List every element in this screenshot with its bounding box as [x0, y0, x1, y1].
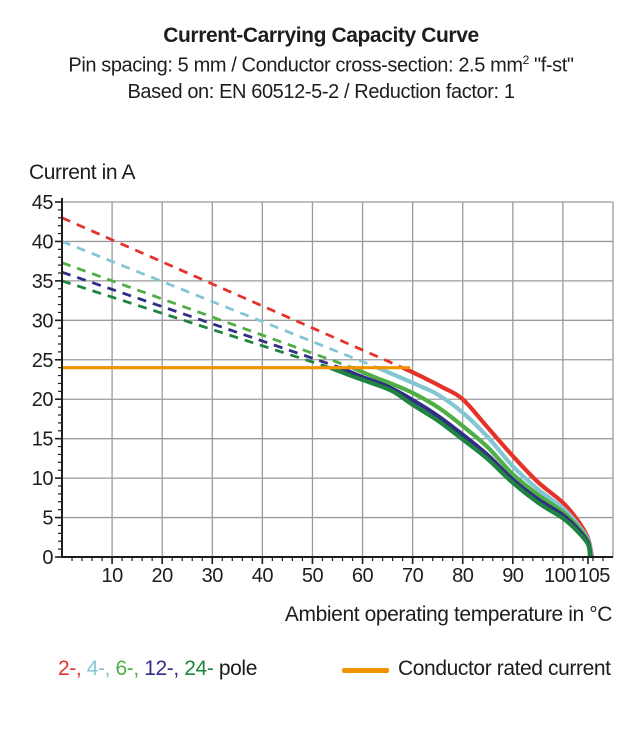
y-tick-label: 25	[32, 350, 54, 372]
axes	[61, 198, 613, 558]
subtitle-1-suffix: "f-st"	[528, 54, 574, 77]
dashed-curves	[61, 216, 404, 369]
tick-labels: 0 5 10 15 20 25 30 35 40 45 10 20 30 40 50 60 70 80 90 100 1…	[32, 192, 611, 587]
y-tick-label: 40	[32, 231, 54, 253]
y-tick-label: 20	[32, 389, 54, 411]
y-tick-label: 30	[32, 310, 54, 332]
y-tick-label: 0	[42, 547, 53, 569]
y-tick-label: 15	[32, 429, 54, 451]
legend-pole-6: 6-,	[115, 657, 145, 680]
subtitle-1-superscript: 2	[522, 53, 530, 67]
page-subtitle-2: Based on: EN 60512-5-2 / Reduction facto…	[127, 81, 515, 103]
legend-pole-suffix: pole	[213, 657, 258, 680]
legend-pole-4: 4-,	[86, 657, 116, 680]
page-title: Current-Carrying Capacity Curve	[163, 24, 479, 47]
legend-pole-24: 24-	[184, 657, 214, 680]
x-tick-label: 100	[544, 565, 576, 587]
legend-pole-labels: 2-, 4-, 6-, 12-, 24- pole	[58, 657, 257, 681]
y-tick-label: 35	[32, 271, 54, 293]
x-tick-label: 70	[402, 565, 424, 587]
solid-curves	[329, 365, 595, 558]
x-tick-label: 30	[202, 565, 224, 587]
curve-12-pole	[339, 365, 593, 558]
subtitle-1-text: Pin spacing: 5 mm / Conductor cross-sect…	[68, 54, 523, 77]
legend-pole-2: 2-,	[58, 657, 87, 680]
x-tick-label: 40	[252, 565, 274, 587]
gridlines	[62, 201, 614, 557]
page-subtitle-1: Pin spacing: 5 mm / Conductor cross-sect…	[0, 53, 642, 78]
x-tick-label: 20	[152, 565, 174, 587]
y-axis-title: Current in A	[29, 161, 136, 184]
rated-current-line-swatch	[342, 668, 389, 673]
x-tick-label: 80	[452, 565, 474, 587]
y-tick-label: 5	[42, 508, 53, 530]
curve-24-pole	[329, 365, 593, 558]
y-tick-label: 45	[32, 192, 54, 214]
rated-current-label: Conductor rated current	[398, 657, 611, 680]
x-tick-label: 50	[302, 565, 324, 587]
y-tick-label: 10	[32, 468, 54, 490]
x-tick-label: 60	[352, 565, 374, 587]
legend-pole-12: 12-,	[144, 657, 185, 680]
curve-6-pole	[351, 365, 594, 558]
x-tick-label: 105	[578, 565, 610, 587]
x-tick-label: 10	[101, 565, 123, 587]
x-axis-title: Ambient operating temperature in °C	[284, 603, 612, 626]
x-tick-label: 90	[502, 565, 524, 587]
tick-marks	[55, 201, 604, 564]
